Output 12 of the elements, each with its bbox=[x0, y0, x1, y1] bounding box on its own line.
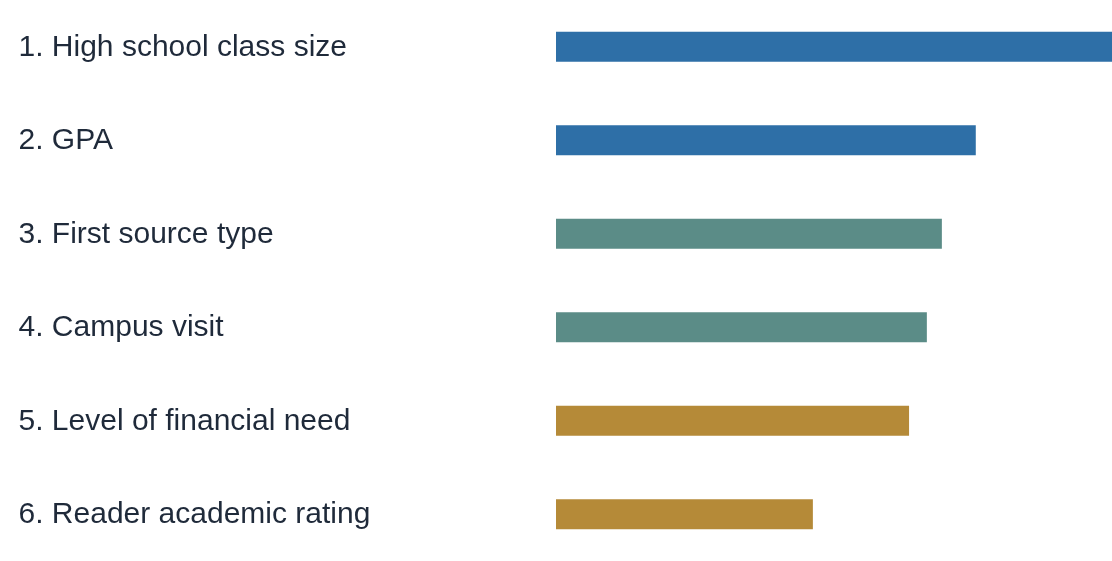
bar bbox=[556, 31, 1112, 62]
y-tick-label: 2. GPA bbox=[18, 122, 113, 156]
y-tick-label: 3. First source type bbox=[18, 215, 274, 249]
bar bbox=[556, 125, 976, 156]
y-tick-label: 6. Reader academic rating bbox=[18, 496, 371, 530]
y-tick-label: 1. High school class size bbox=[18, 28, 347, 62]
bar bbox=[556, 405, 910, 436]
bar bbox=[556, 499, 813, 530]
y-tick-label: 4. Campus visit bbox=[18, 309, 225, 343]
bar bbox=[556, 312, 927, 343]
bar bbox=[556, 218, 942, 249]
y-tick-label: 5. Level of financial need bbox=[18, 402, 351, 436]
